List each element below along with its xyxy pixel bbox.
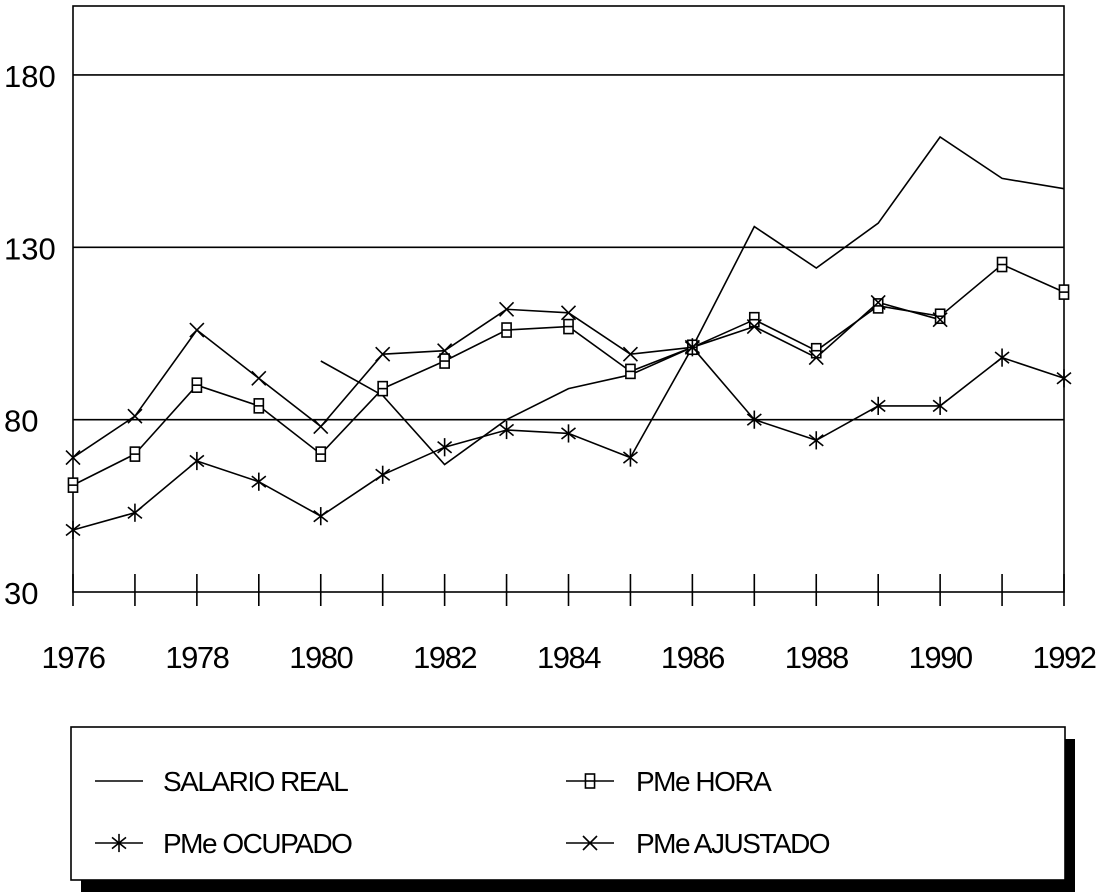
- data-point-pme-ajustado: [622, 346, 639, 362]
- data-point-pme-ocupado: [313, 507, 329, 526]
- data-point-pme-hora: [625, 363, 636, 380]
- data-point-pme-hora: [748, 311, 760, 328]
- data-point-pme-ocupado: [746, 410, 762, 429]
- data-point-pme-ajustado: [870, 294, 886, 311]
- x-tick-label: 1980: [289, 640, 353, 675]
- series-markers: [65, 256, 1072, 540]
- x-tick-label: 1986: [661, 640, 724, 675]
- data-point-pme-ocupado: [932, 396, 948, 415]
- y-tick-label: 80: [4, 404, 38, 439]
- data-point-pme-hora: [439, 353, 450, 369]
- data-point-pme-hora: [996, 256, 1008, 273]
- legend-marker: [582, 835, 598, 851]
- legend-item: PMe OCUPADO: [95, 828, 354, 859]
- plot-area: [72, 5, 1065, 593]
- y-tick-label: 30: [4, 576, 38, 611]
- legend: SALARIO REAL PMe HORA PMe OCUPADO PMe AJUST…: [70, 726, 1075, 892]
- data-point-pme-ajustado: [437, 343, 453, 359]
- series-line-salario-real: [320, 135, 1065, 466]
- y-tick-label: 180: [4, 59, 56, 94]
- data-point-pme-ajustado: [746, 319, 762, 335]
- data-point-pme-hora: [1058, 284, 1070, 300]
- legend-label: PMe HORA: [636, 766, 772, 797]
- data-point-pme-ajustado: [65, 449, 81, 466]
- data-point-pme-ajustado: [313, 418, 329, 435]
- data-point-pme-ocupado: [870, 396, 886, 415]
- data-point-pme-ocupado: [561, 424, 576, 443]
- data-point-pme-hora: [191, 377, 203, 393]
- y-tick-labels: 30 80 130 180: [4, 59, 56, 611]
- data-point-pme-ocupado: [622, 448, 638, 467]
- x-tick-marks: [72, 574, 1065, 606]
- data-point-pme-ocupado: [499, 420, 515, 440]
- legend-marker: [584, 773, 596, 789]
- legend-item: SALARIO REAL: [95, 766, 350, 797]
- data-point-pme-hora: [315, 446, 327, 462]
- legend-marker: [111, 833, 127, 853]
- x-tick-label: 1978: [165, 640, 228, 675]
- data-point-pme-ocupado: [808, 431, 824, 450]
- data-point-pme-hora: [253, 398, 265, 414]
- data-point-pme-ocupado: [127, 503, 143, 522]
- gridlines: [73, 74, 1064, 421]
- data-point-pme-ajustado: [127, 408, 143, 424]
- data-point-pme-ocupado: [65, 520, 81, 540]
- legend-label: PMe AJUSTADO: [636, 828, 830, 859]
- data-point-pme-hora: [377, 380, 389, 397]
- data-point-pme-ajustado: [375, 346, 391, 362]
- data-point-pme-ajustado: [684, 339, 700, 355]
- data-point-pme-ajustado: [189, 322, 205, 338]
- x-tick-label: 1990: [909, 640, 973, 675]
- data-point-pme-ajustado: [498, 301, 515, 317]
- data-point-pme-hora: [810, 342, 822, 359]
- data-point-pme-ajustado: [251, 370, 267, 386]
- data-point-pme-hora: [563, 318, 574, 335]
- legend-box: [70, 726, 1066, 881]
- legend-label: SALARIO REAL: [163, 766, 348, 797]
- x-tick-label: 1984: [537, 640, 601, 675]
- legend-label: PMe OCUPADO: [163, 828, 352, 859]
- data-point-pme-ocupado: [251, 472, 267, 491]
- data-point-pme-ajustado: [560, 305, 577, 321]
- x-tick-label: 1992: [1033, 640, 1096, 675]
- data-point-pme-hora: [129, 446, 141, 462]
- data-point-pme-ocupado: [437, 438, 453, 457]
- data-point-pme-ocupado: [189, 451, 205, 471]
- x-tick-label: 1988: [785, 640, 848, 675]
- legend-item: PMe HORA: [566, 766, 774, 797]
- x-tick-labels: 1976 1978 1980 1982 1984 1986 1988 1990 1992: [42, 640, 1098, 675]
- data-point-pme-ocupado: [994, 348, 1010, 367]
- y-tick-label: 130: [4, 231, 56, 266]
- data-point-pme-hora: [67, 477, 79, 493]
- data-point-pme-ajustado: [932, 312, 948, 328]
- legend-item: PMe AJUSTADO: [566, 828, 831, 859]
- x-tick-label: 1976: [42, 640, 105, 675]
- series-line-pme-hora: [72, 263, 1065, 486]
- x-tick-label: 1982: [413, 640, 476, 675]
- data-point-pme-ocupado: [375, 465, 391, 484]
- data-point-pme-ocupado: [1056, 369, 1072, 388]
- data-point-pme-hora: [501, 322, 512, 338]
- plot-frame: [72, 5, 1065, 593]
- data-point-pme-ajustado: [808, 350, 824, 366]
